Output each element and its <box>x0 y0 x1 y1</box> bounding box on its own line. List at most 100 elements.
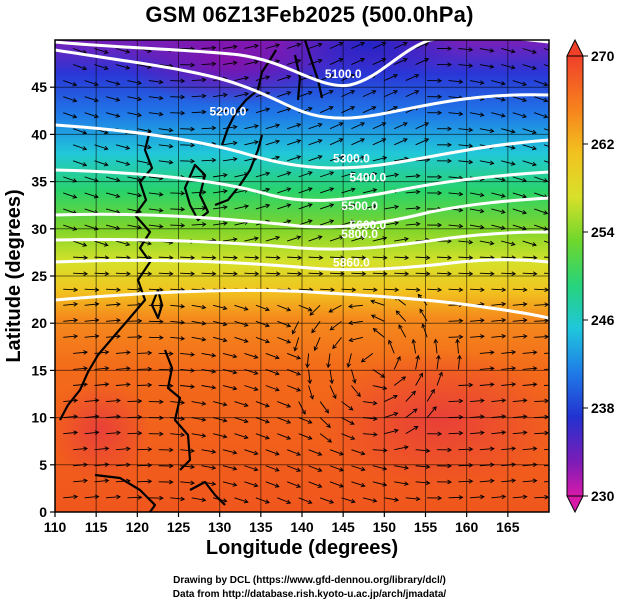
wind-arrow-head <box>329 203 335 208</box>
wind-arrow-head <box>329 325 335 331</box>
wind-arrow <box>222 465 237 470</box>
wind-arrow-head <box>286 435 292 440</box>
wind-arrow-head <box>500 193 506 198</box>
wind-arrow-head <box>275 123 281 128</box>
wind-arrow-head <box>501 430 507 435</box>
wind-arrow-head <box>447 238 452 244</box>
wind-arrow-head <box>286 323 292 328</box>
wind-arrow-head <box>532 446 538 452</box>
wind-arrow <box>384 206 399 210</box>
wind-arrow <box>201 449 216 453</box>
wind-arrow <box>341 288 356 291</box>
wind-arrow <box>394 42 408 49</box>
wind-arrow <box>255 433 270 439</box>
wind-arrow-head <box>348 406 354 411</box>
wind-arrow-head <box>554 272 558 276</box>
wind-arrow-head <box>396 355 401 361</box>
wind-arrow-head <box>360 235 366 241</box>
wind-arrow <box>351 138 365 146</box>
wind-arrow <box>319 401 329 414</box>
wind-arrow-head <box>253 354 259 359</box>
wind-arrow <box>287 236 301 242</box>
wind-arrow-head <box>340 255 345 260</box>
wind-arrow-head <box>190 448 196 454</box>
wind-arrow-head <box>274 354 280 360</box>
wind-arrow <box>222 238 237 242</box>
wind-arrow <box>458 160 473 163</box>
wind-arrow <box>105 176 120 182</box>
wind-arrow-head <box>326 363 331 369</box>
wind-arrow <box>491 303 506 306</box>
wind-arrow-head <box>554 463 558 467</box>
wind-arrow <box>158 64 173 67</box>
wind-arrow-head <box>411 390 416 396</box>
wind-arrow-head <box>168 383 174 389</box>
wind-arrow-head <box>328 308 334 313</box>
wind-arrow <box>351 156 365 162</box>
wind-arrow <box>394 481 409 485</box>
wind-arrow <box>362 497 377 502</box>
wind-arrow-head <box>244 75 250 81</box>
wind-arrow-head <box>415 287 421 293</box>
wind-arrow-head <box>137 318 143 324</box>
wind-arrow-head <box>479 208 485 214</box>
wind-arrow <box>148 192 163 196</box>
wind-arrow <box>544 465 549 467</box>
wind-arrow-head <box>296 467 302 472</box>
wind-arrow-head <box>489 382 495 387</box>
wind-arrow <box>115 351 130 354</box>
wind-arrow <box>479 48 494 52</box>
wind-arrow <box>479 480 494 483</box>
wind-arrow-head <box>544 334 549 340</box>
wind-arrow-head <box>201 336 207 342</box>
wind-arrow <box>170 320 185 324</box>
wind-arrow-head <box>72 194 78 199</box>
wind-arrow-head <box>307 307 313 312</box>
wind-arrow-head <box>211 481 217 486</box>
wind-arrow-head <box>180 78 186 84</box>
wind-arrow-head <box>447 158 452 164</box>
wind-arrow-head <box>447 126 452 132</box>
wind-arrow-head <box>447 271 452 277</box>
wind-arrow <box>287 155 301 162</box>
wind-arrow-head <box>490 271 495 277</box>
wind-arrow <box>479 64 494 68</box>
wind-arrow-head <box>415 496 421 502</box>
wind-arrow-head <box>398 324 403 330</box>
wind-arrow <box>544 448 549 451</box>
wind-arrow-head <box>180 400 186 405</box>
wind-arrow-head <box>544 414 549 420</box>
wind-arrow-head <box>115 81 121 86</box>
wind-arrow-head <box>116 334 121 339</box>
wind-arrow-head <box>244 108 250 113</box>
wind-arrow <box>201 256 216 259</box>
wind-arrow-head <box>404 236 409 242</box>
wind-arrow <box>201 47 216 49</box>
wind-arrow-head <box>116 287 121 293</box>
wind-arrow <box>94 479 109 483</box>
wind-arrow <box>458 256 473 259</box>
wind-arrow-head <box>480 318 485 323</box>
wind-arrow <box>148 80 163 83</box>
wind-arrow <box>265 256 280 259</box>
wind-arrow <box>127 496 142 499</box>
wind-arrow <box>277 91 291 98</box>
wind-arrow <box>362 401 377 404</box>
wind-arrow-head <box>479 80 485 85</box>
wind-arrow-head <box>296 355 302 360</box>
wind-arrow-head <box>458 398 464 404</box>
wind-arrow <box>244 237 259 242</box>
wind-arrow-head <box>116 302 121 307</box>
wind-arrow-head <box>274 451 280 456</box>
wind-arrow <box>448 192 463 195</box>
wind-arrow <box>191 175 206 178</box>
wind-arrow-head <box>168 351 174 356</box>
wind-arrow-head <box>244 204 250 209</box>
wind-arrow <box>105 224 120 230</box>
wind-arrow <box>63 335 78 338</box>
wind-arrow-head <box>180 110 186 116</box>
wind-arrow-head <box>286 219 292 224</box>
wind-arrow-head <box>264 419 270 424</box>
wind-arrow <box>350 369 356 384</box>
y-axis-ticks: 0 5 10 15 20 25 30 35 40 45 <box>31 79 55 520</box>
